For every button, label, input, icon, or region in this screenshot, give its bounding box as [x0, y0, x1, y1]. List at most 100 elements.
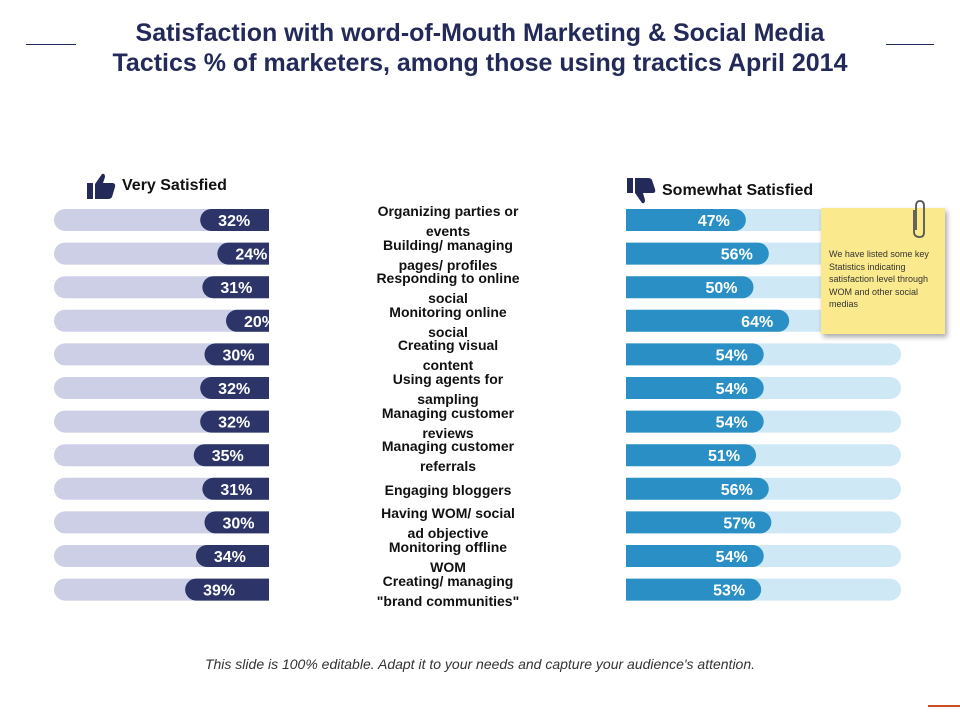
category-label: Engaging bloggers [362, 480, 534, 500]
bar-somewhat-satisfied [626, 209, 746, 231]
category-label: Managing customer referrals [362, 436, 534, 476]
thumbs-down-icon [627, 178, 656, 204]
legend-somewhat-satisfied: Somewhat Satisfied [626, 176, 813, 206]
category-label-line: reviews [422, 424, 474, 441]
bar-somewhat-satisfied [626, 545, 764, 567]
category-label-line: Organizing parties or [377, 203, 519, 219]
category-label-line: Monitoring offline [388, 539, 508, 555]
bar-somewhat-satisfied [626, 276, 754, 299]
category-label: Building/ managing pages/ profiles [362, 235, 534, 275]
category-label: Creating visual content [362, 335, 534, 375]
category-label-line: Managing customer [381, 438, 515, 455]
category-label: Monitoring offline WOM [362, 537, 534, 577]
value-label-somewhat-satisfied: 54% [716, 415, 748, 432]
category-label-line: social [428, 290, 468, 307]
category-label-line: Having WOM/ social [381, 505, 515, 522]
bar-very-satisfied [200, 209, 269, 231]
value-label-very-satisfied: 24% [235, 247, 267, 264]
category-label-line: content [422, 357, 474, 374]
chart-title-line-1: Satisfaction with word-of-Mouth Marketin… [135, 19, 825, 47]
value-label-very-satisfied: 32% [218, 415, 250, 432]
chart-title-line-2: Tactics % of marketers, among those usin… [112, 49, 848, 77]
value-label-somewhat-satisfied: 64% [741, 314, 773, 331]
category-label-line: WOM [430, 559, 466, 575]
category-label-line: Responding to online [376, 270, 520, 287]
value-label-somewhat-satisfied: 47% [698, 213, 730, 230]
category-label: Monitoring online social [362, 302, 534, 342]
paperclip-icon [913, 200, 925, 238]
value-label-somewhat-satisfied: 50% [705, 280, 737, 297]
category-label-line: events [425, 223, 471, 239]
category-label: Creating/ managing "brand communities" [362, 571, 534, 611]
title-rule-right [886, 44, 934, 45]
category-label: Responding to online social [362, 268, 534, 308]
note-text: We have listed some key Statistics indic… [829, 249, 929, 309]
bar-somewhat-satisfied [626, 444, 757, 467]
category-label-line: referrals [419, 458, 477, 475]
category-label-line: sampling [417, 391, 479, 407]
value-label-somewhat-satisfied: 53% [713, 583, 745, 600]
category-label: Using agents for sampling [362, 369, 534, 409]
category-label-line: Creating/ managing [382, 572, 514, 589]
value-label-very-satisfied: 35% [212, 448, 244, 465]
bar-somewhat-satisfied [626, 477, 769, 500]
bar-very-satisfied [195, 545, 269, 567]
bar-very-satisfied [204, 511, 269, 534]
legend-label-somewhat-satisfied: Somewhat Satisfied [662, 182, 814, 199]
title-rule-left [26, 44, 76, 45]
category-label: Managing customer reviews [362, 403, 534, 443]
bar-somewhat-satisfied [626, 242, 769, 265]
value-label-somewhat-satisfied: 51% [708, 448, 740, 465]
category-label: Having WOM/ social ad objective [362, 503, 534, 543]
value-label-very-satisfied: 30% [222, 347, 254, 364]
corner-accent-line [928, 705, 960, 707]
bar-very-satisfied [200, 410, 269, 433]
value-label-very-satisfied: 32% [218, 213, 250, 230]
thumbs-up-icon [87, 173, 116, 199]
value-label-somewhat-satisfied: 57% [723, 515, 755, 532]
category-label-line: Managing customer [381, 404, 515, 421]
bar-track-left [54, 242, 269, 265]
bar-very-satisfied [202, 276, 269, 299]
bar-very-satisfied [185, 578, 269, 601]
bar-somewhat-satisfied [626, 343, 764, 366]
category-label-line: ad objective [407, 525, 489, 542]
value-label-very-satisfied: 30% [222, 515, 254, 532]
bar-somewhat-satisfied [626, 511, 772, 534]
value-label-very-satisfied: 31% [220, 280, 252, 297]
category-label-line: Using agents for [392, 371, 504, 387]
bar-very-satisfied [217, 242, 269, 265]
value-label-somewhat-satisfied: 56% [721, 482, 753, 499]
bar-track-left [54, 309, 269, 332]
footer-caption: This slide is 100% editable. Adapt it to… [204, 656, 756, 672]
value-label-somewhat-satisfied: 54% [716, 347, 748, 364]
bar-somewhat-satisfied [626, 377, 764, 399]
value-label-very-satisfied: 20% [244, 314, 276, 331]
bar-very-satisfied [200, 377, 269, 399]
category-label-line: pages/ profiles [398, 256, 498, 273]
value-label-very-satisfied: 39% [203, 583, 235, 600]
category-label-line: "brand communities" [376, 592, 520, 609]
bar-very-satisfied [204, 343, 269, 366]
value-label-very-satisfied: 32% [218, 381, 250, 398]
bar-somewhat-satisfied [626, 578, 762, 601]
bar-very-satisfied [193, 444, 269, 467]
value-label-very-satisfied: 31% [220, 482, 252, 499]
legend-very-satisfied: Very Satisfied [86, 172, 227, 200]
category-label-line: social [428, 323, 468, 340]
category-label-line: Engaging bloggers [384, 481, 512, 498]
value-label-very-satisfied: 34% [214, 549, 246, 566]
value-label-somewhat-satisfied: 54% [716, 381, 748, 398]
legend-label-very-satisfied: Very Satisfied [122, 177, 227, 194]
bar-somewhat-satisfied [626, 410, 764, 433]
category-label-line: Building/ managing [383, 236, 513, 253]
value-label-somewhat-satisfied: 54% [716, 549, 748, 566]
value-label-somewhat-satisfied: 56% [721, 247, 753, 264]
bar-very-satisfied [226, 309, 269, 332]
bar-somewhat-satisfied [626, 309, 790, 332]
category-label: Organizing parties or events [362, 201, 534, 241]
bar-very-satisfied [202, 477, 269, 500]
category-label-line: Creating visual [397, 337, 499, 354]
category-label-line: Monitoring online [389, 303, 507, 320]
